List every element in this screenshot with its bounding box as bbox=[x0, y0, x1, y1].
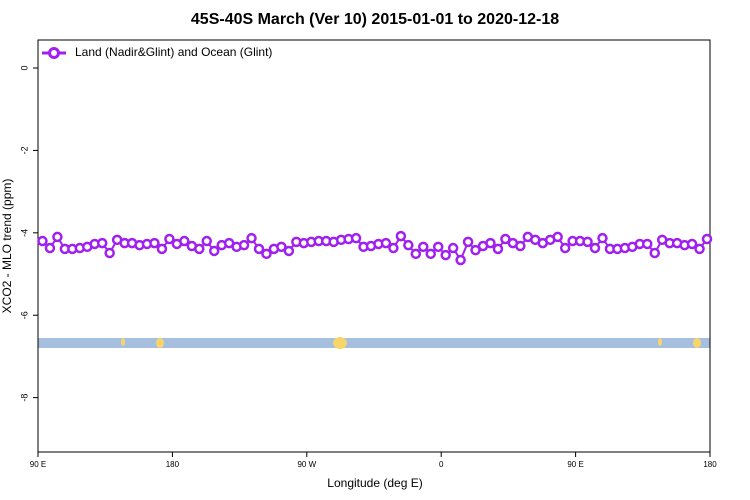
x-tick-label: 180 bbox=[703, 460, 717, 469]
data-point bbox=[238, 239, 250, 251]
data-point bbox=[395, 230, 407, 242]
data-point bbox=[261, 248, 272, 260]
y-axis-label: XCO2 - MLO trend (ppm) bbox=[0, 179, 14, 314]
y-tick-label: -4 bbox=[19, 229, 29, 237]
data-point bbox=[582, 236, 593, 248]
data-point bbox=[201, 235, 212, 247]
x-tick-label: 90 E bbox=[567, 460, 583, 469]
data-point bbox=[492, 243, 504, 255]
land-ocean-strip bbox=[38, 337, 710, 349]
data-point bbox=[515, 240, 526, 252]
data-point bbox=[104, 247, 115, 259]
data-point bbox=[485, 237, 496, 249]
data-point bbox=[156, 243, 168, 255]
data-point bbox=[552, 231, 563, 243]
data-point bbox=[253, 243, 265, 255]
plot-frame bbox=[37, 39, 711, 453]
data-point bbox=[694, 243, 705, 255]
data-point bbox=[388, 242, 399, 254]
data-point bbox=[455, 254, 466, 266]
legend: Land (Nadir&Glint) and Ocean (Glint) bbox=[42, 45, 272, 59]
data-point bbox=[246, 232, 257, 244]
x-tick-label: 90 E bbox=[30, 460, 46, 469]
data-point bbox=[701, 233, 713, 245]
x-tick-label: 180 bbox=[166, 460, 180, 469]
data-point bbox=[418, 241, 429, 253]
data-point bbox=[432, 241, 444, 253]
data-point bbox=[403, 239, 414, 251]
data-point bbox=[597, 232, 608, 244]
data-point bbox=[52, 231, 63, 243]
y-tick-label: 0 bbox=[19, 66, 29, 71]
data-point bbox=[350, 232, 362, 244]
data-point bbox=[96, 237, 108, 249]
data-point bbox=[149, 237, 160, 249]
chart-title: 45S-40S March (Ver 10) 2015-01-01 to 202… bbox=[191, 11, 559, 28]
x-tick-label: 0 bbox=[439, 460, 444, 469]
data-point bbox=[380, 237, 392, 249]
data-point bbox=[283, 245, 295, 257]
x-axis-label: Longitude (deg E) bbox=[327, 476, 422, 490]
data-point bbox=[686, 238, 698, 250]
data-point bbox=[208, 245, 220, 257]
y-tick-label: -6 bbox=[19, 311, 29, 319]
data-point bbox=[425, 248, 436, 260]
data-point bbox=[164, 233, 175, 245]
data-point bbox=[440, 249, 451, 261]
data-point bbox=[470, 244, 481, 256]
data-point bbox=[44, 242, 56, 254]
data-point bbox=[559, 242, 571, 254]
x-tick-label: 90 W bbox=[297, 460, 316, 469]
data-point bbox=[194, 243, 205, 255]
y-tick-label: -2 bbox=[19, 146, 29, 154]
data-point bbox=[276, 241, 287, 253]
legend-marker bbox=[48, 47, 60, 59]
data-point bbox=[179, 235, 190, 247]
data-point bbox=[642, 238, 653, 250]
data-point bbox=[410, 248, 422, 260]
data-point bbox=[462, 236, 474, 248]
legend-label: Land (Nadir&Glint) and Ocean (Glint) bbox=[75, 45, 272, 59]
data-point bbox=[37, 235, 48, 247]
y-tick-label: -8 bbox=[19, 394, 29, 402]
data-point bbox=[649, 247, 660, 259]
data-point bbox=[500, 233, 511, 245]
data-point bbox=[447, 242, 459, 254]
data-point bbox=[589, 242, 601, 254]
